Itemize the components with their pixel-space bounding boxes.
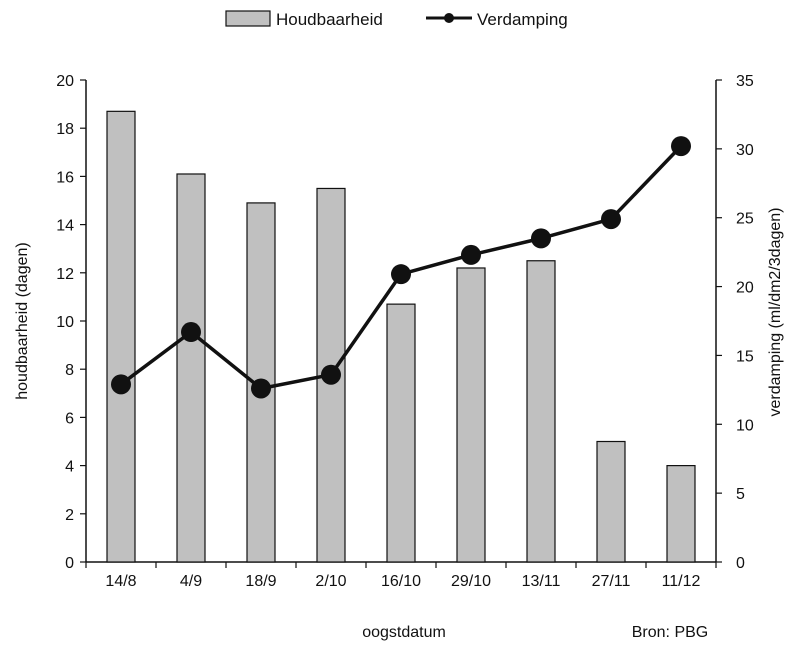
x-tick-label: 11/12 (662, 573, 701, 590)
y-tick-label: 4 (65, 459, 74, 476)
y-tick-label: 18 (56, 121, 74, 138)
bar (176, 173, 206, 563)
y2-tick-label: 10 (736, 417, 754, 434)
line-point (531, 228, 551, 249)
y-tick-label: 8 (65, 362, 74, 379)
legend-swatch-marker (444, 13, 454, 23)
bar (456, 267, 486, 563)
bar (386, 303, 416, 563)
x-tick-label: 13/11 (522, 573, 561, 590)
x-tick-label: 27/11 (592, 573, 631, 590)
y-tick-label: 6 (65, 410, 74, 427)
bar (666, 465, 696, 563)
legend-label-bar: Houdbaarheid (276, 10, 383, 29)
y2-tick-label: 25 (736, 211, 754, 228)
x-tick-label: 16/10 (381, 573, 421, 590)
y-tick-label: 12 (56, 266, 74, 283)
line-point (601, 209, 621, 230)
x-tick-label: 14/8 (105, 573, 136, 590)
bar (526, 260, 556, 563)
legend-swatch-bar (225, 10, 271, 27)
y-tick-label: 0 (65, 555, 74, 572)
y-tick-label: 10 (56, 314, 74, 331)
y2-tick-label: 5 (736, 486, 745, 503)
x-axis-title: oogstdatum (362, 624, 446, 641)
x-tick-label: 2/10 (315, 573, 346, 590)
bar (106, 110, 136, 563)
y2-tick-label: 0 (736, 555, 745, 572)
left-ticks: 0 2 4 6 8 10 12 14 16 18 20 (56, 73, 86, 572)
y-tick-label: 16 (56, 169, 74, 186)
line-point (461, 244, 481, 265)
line-point (321, 364, 341, 385)
line-point (181, 322, 201, 343)
bars (106, 110, 696, 563)
right-ticks: 0 5 10 15 20 25 30 35 (716, 73, 754, 572)
y-tick-label: 14 (56, 218, 74, 235)
y2-axis-title: verdamping (ml/dm2/3dagen) (767, 208, 784, 417)
x-tick-label: 4/9 (180, 573, 202, 590)
line-point (111, 374, 131, 395)
x-tick-label: 18/9 (245, 573, 276, 590)
x-tick-label: 29/10 (451, 573, 491, 590)
bar (596, 440, 626, 563)
line-point (671, 136, 691, 157)
y-axis-title: houdbaarheid (dagen) (14, 242, 31, 399)
line-point (391, 264, 411, 285)
y2-tick-label: 15 (736, 348, 754, 365)
y-tick-label: 2 (65, 507, 74, 524)
y2-tick-label: 30 (736, 142, 754, 159)
line-point (251, 378, 271, 399)
y2-tick-label: 35 (736, 73, 754, 90)
legend: Houdbaarheid Verdamping (225, 10, 568, 29)
line-series (111, 136, 691, 399)
x-ticks: 14/8 4/9 18/9 2/10 16/10 29/10 13/11 27/11 11/12 (85, 562, 717, 590)
legend-label-line: Verdamping (477, 10, 568, 29)
source-label: Bron: PBG (632, 624, 708, 641)
y2-tick-label: 20 (736, 280, 754, 297)
y-tick-label: 20 (56, 73, 74, 90)
